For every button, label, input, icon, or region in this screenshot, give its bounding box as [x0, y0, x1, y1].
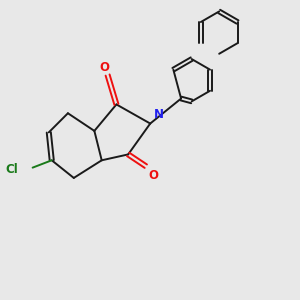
Text: N: N: [154, 108, 164, 121]
Text: Cl: Cl: [5, 163, 18, 176]
Text: O: O: [149, 169, 159, 182]
Text: O: O: [99, 61, 109, 74]
